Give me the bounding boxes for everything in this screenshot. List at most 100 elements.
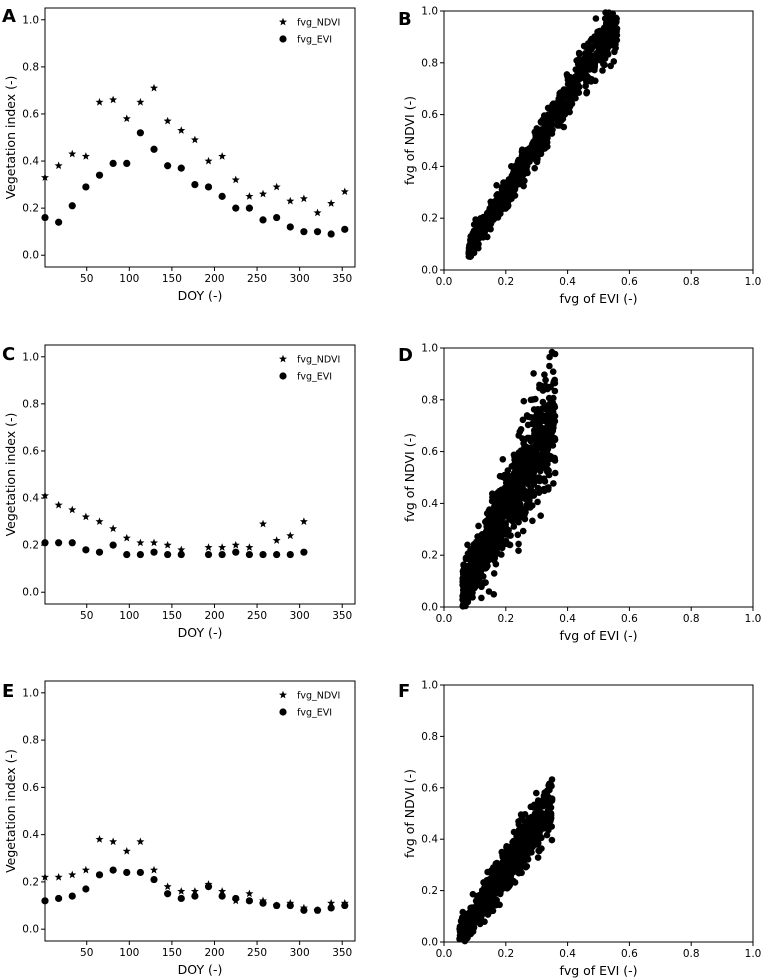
ndvi-point — [272, 182, 281, 191]
scatter-point — [508, 195, 515, 202]
scatter-point — [478, 899, 486, 906]
scatter-point — [493, 192, 500, 199]
scatter-point — [517, 166, 525, 174]
evi-point — [204, 883, 213, 891]
scatter-point — [575, 49, 583, 57]
scatter-point — [536, 802, 544, 809]
scatter-point — [524, 421, 532, 429]
scatter-point — [543, 120, 551, 128]
scatter-point — [510, 451, 518, 459]
data-points — [456, 776, 556, 945]
legend-label-evi: fvg_EVI — [297, 372, 332, 383]
data-points — [465, 9, 621, 260]
y-tick-label: 0.2 — [22, 203, 39, 215]
evi-point — [300, 906, 308, 914]
scatter-point — [509, 485, 517, 493]
y-tick-label: 0.8 — [22, 735, 39, 747]
scatter-point — [487, 225, 494, 233]
ndvi-point — [313, 208, 322, 217]
x-tick-label: 350 — [332, 610, 352, 622]
ndvi-point — [286, 196, 295, 205]
y-tick-label: 0.2 — [22, 540, 39, 552]
evi-point — [177, 894, 185, 903]
ndvi-point — [190, 135, 199, 144]
axis-ticks: 0.0 0.2 0.4 0.6 0.8 1.0 0.0 0.2 0.4 0.6 0.8 1.0 — [421, 6, 761, 289]
evi-point — [136, 868, 144, 877]
y-tick-label: 0.2 — [22, 876, 39, 888]
x-tick-label: 100 — [119, 273, 139, 285]
y-tick-label: 0.2 — [421, 550, 438, 562]
scatter-point — [588, 45, 595, 53]
scatter-point — [520, 397, 528, 405]
scatter-point — [462, 928, 470, 935]
scatter-point — [517, 426, 525, 433]
ndvi-point — [245, 889, 254, 898]
x-tick-label: 0.2 — [497, 948, 514, 960]
scatter-point — [565, 105, 572, 113]
scatter-point — [537, 407, 544, 414]
scatter-point — [468, 558, 475, 566]
evi-point — [218, 192, 226, 200]
data-points — [41, 83, 349, 238]
scatter-point — [547, 431, 555, 438]
scatter-point — [543, 789, 551, 796]
evi-point — [341, 225, 349, 233]
scatter-point — [500, 195, 508, 203]
scatter-point — [464, 541, 471, 549]
x-tick-label: 100 — [119, 610, 139, 622]
scatter-point — [488, 199, 496, 206]
scatter-point — [520, 505, 528, 513]
y-tick-label: 0.4 — [22, 156, 39, 168]
scatter-point — [546, 362, 553, 370]
ndvi-point — [54, 161, 63, 170]
ndvi-point — [177, 887, 186, 895]
scatter-point — [520, 486, 528, 494]
scatter-point — [543, 831, 551, 839]
scatter-point — [480, 552, 487, 560]
scatter-point — [529, 843, 536, 851]
scatter-point — [551, 469, 559, 477]
scatter-point — [532, 833, 539, 840]
scatter-point — [510, 169, 517, 176]
legend-star-marker — [279, 17, 287, 26]
ndvi-point — [68, 870, 77, 879]
scatter-point — [592, 41, 599, 49]
y-axis-label: fvg of NDVI (-) — [402, 433, 417, 522]
scatter-point — [467, 546, 474, 553]
scatter-point — [534, 818, 541, 825]
plot-frame — [44, 7, 356, 268]
scatter-point — [492, 860, 500, 867]
ndvi-point — [150, 83, 159, 92]
legend-label-ndvi: fvg_NDVI — [297, 18, 340, 29]
scatter-point — [510, 523, 518, 530]
x-tick-label: 0.6 — [621, 948, 638, 960]
scatter-point — [483, 529, 490, 537]
scatter-point — [464, 581, 471, 588]
scatter-point — [575, 56, 582, 63]
ndvi-point — [81, 865, 90, 874]
x-tick-label: 0.8 — [683, 276, 700, 288]
panel-a: A 50 100 150 200 250 300 350 0.0 0.2 0.4 0.6 0.8 1.0 D… — [2, 6, 356, 303]
ndvi-point — [327, 199, 336, 207]
scatter-point — [476, 234, 483, 242]
ndvi-point — [177, 126, 186, 134]
scatter-point — [543, 485, 550, 492]
plot-frame — [44, 680, 356, 942]
scatter-point — [596, 41, 604, 49]
scatter-point — [541, 817, 548, 825]
evi-point — [259, 899, 267, 907]
evi-point — [300, 228, 308, 236]
scatter-point — [491, 502, 498, 510]
scatter-point — [583, 63, 590, 70]
y-tick-label: 1.0 — [421, 6, 438, 18]
scatter-point — [498, 537, 505, 544]
scatter-point — [517, 494, 524, 501]
scatter-point — [485, 548, 493, 556]
evi-point — [204, 183, 213, 191]
evi-point — [313, 906, 322, 914]
evi-point — [191, 892, 199, 900]
scatter-point — [534, 854, 542, 861]
scatter-point — [525, 832, 533, 840]
x-tick-label: 0.2 — [497, 276, 514, 288]
scatter-point — [539, 823, 547, 830]
